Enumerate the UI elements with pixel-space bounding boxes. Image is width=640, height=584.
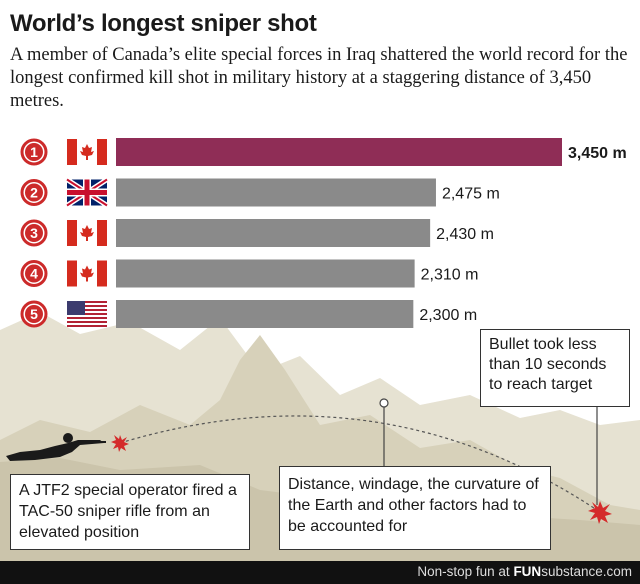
muzzle-flash-icon <box>111 435 129 452</box>
canada-flag-icon <box>67 220 107 246</box>
bar-value-label-4: 2,310 m <box>421 267 479 284</box>
rank-number-5: 5 <box>30 306 38 322</box>
bar-value-label-1: 3,450 m <box>568 145 627 162</box>
footer-brand-bold: FUN <box>513 564 542 579</box>
bar-2 <box>116 178 436 207</box>
apex-marker <box>379 398 389 408</box>
bar-1 <box>116 138 562 166</box>
canada-flag-icon <box>67 139 107 165</box>
footer-domain: .com <box>602 564 632 579</box>
bar-value-label-2: 2,475 m <box>442 186 500 203</box>
bar-4 <box>116 259 415 288</box>
bar-row-1: 1 3,450 m <box>20 138 627 166</box>
chart-subtitle: A member of Canada’s elite special force… <box>10 45 628 111</box>
bar-5 <box>116 300 414 328</box>
footer-text[interactable]: Non-stop fun at FUNsubstance.com <box>417 564 632 579</box>
uk-flag-icon <box>67 180 107 206</box>
callout-shooter: A JTF2 special operator fired a TAC-50 s… <box>10 474 250 550</box>
bar-3 <box>116 219 431 247</box>
bar-row-5: 5 2,300 m <box>20 300 477 328</box>
rank-number-4: 4 <box>30 266 38 282</box>
bars-layer: 1 3,450 m 2 2,475 m 3 2,430 m 4 2,310 m 5 2,300 m <box>20 138 627 328</box>
trajectory <box>119 398 601 513</box>
canada-flag-icon <box>67 260 107 287</box>
usa-flag-icon <box>67 301 107 327</box>
callout-factors: Distance, windage, the curvature of the … <box>279 466 551 550</box>
rank-circle-fill-2 <box>25 183 43 202</box>
rank-number-1: 1 <box>30 144 38 160</box>
rank-number-3: 3 <box>30 225 38 241</box>
footer-bar: Non-stop fun at FUNsubstance.com <box>0 561 640 584</box>
sniper-silhouette-icon <box>6 433 106 461</box>
rank-circle-fill-1 <box>25 143 43 161</box>
bar-row-2: 2 2,475 m <box>20 178 500 207</box>
footer-prefix: Non-stop fun at <box>417 564 510 579</box>
bar-row-4: 4 2,310 m <box>20 259 479 288</box>
impact-burst-icon <box>588 501 612 524</box>
rank-circle-fill-5 <box>25 305 43 323</box>
rank-circle-fill-4 <box>25 264 43 283</box>
callout-bullet-time: Bullet took less than 10 seconds to reac… <box>480 329 630 407</box>
bar-value-label-3: 2,430 m <box>436 226 494 243</box>
bar-row-3: 3 2,430 m <box>20 219 494 247</box>
bullet-trajectory <box>119 415 601 513</box>
rank-number-2: 2 <box>30 185 38 201</box>
bar-value-label-5: 2,300 m <box>419 307 477 324</box>
rank-circle-fill-3 <box>25 224 43 242</box>
footer-brand-rest: substance <box>541 564 603 579</box>
chart-title: World’s longest sniper shot <box>10 10 317 37</box>
